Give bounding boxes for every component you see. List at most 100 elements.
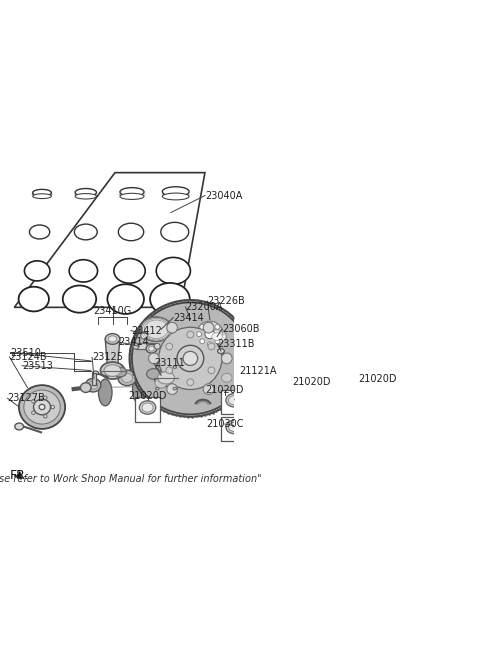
Polygon shape: [14, 173, 205, 307]
Ellipse shape: [166, 343, 173, 350]
Ellipse shape: [130, 300, 251, 417]
Bar: [221, 390, 247, 415]
Polygon shape: [105, 339, 120, 371]
Ellipse shape: [162, 187, 189, 196]
Ellipse shape: [177, 346, 204, 372]
Ellipse shape: [313, 386, 325, 395]
Ellipse shape: [168, 378, 183, 405]
Ellipse shape: [162, 193, 189, 200]
Text: 23226B: 23226B: [207, 296, 245, 306]
Ellipse shape: [208, 330, 227, 344]
Ellipse shape: [120, 193, 144, 200]
Bar: [307, 380, 332, 405]
Text: 21020D: 21020D: [205, 385, 244, 395]
Text: 23040A: 23040A: [205, 191, 242, 200]
Ellipse shape: [150, 283, 190, 315]
Bar: [370, 378, 395, 402]
Ellipse shape: [44, 415, 47, 418]
Ellipse shape: [203, 384, 214, 394]
Ellipse shape: [33, 194, 51, 198]
Ellipse shape: [159, 327, 222, 390]
Ellipse shape: [187, 379, 194, 386]
Text: 23414: 23414: [118, 337, 149, 347]
Ellipse shape: [218, 332, 223, 336]
Text: 23414: 23414: [173, 313, 204, 323]
Ellipse shape: [146, 344, 157, 353]
Ellipse shape: [69, 260, 97, 282]
Text: 21020D: 21020D: [128, 392, 167, 401]
Ellipse shape: [203, 323, 214, 333]
Text: 21121A: 21121A: [239, 365, 276, 376]
Ellipse shape: [208, 343, 215, 350]
Ellipse shape: [156, 366, 159, 369]
Ellipse shape: [24, 261, 50, 281]
Text: 23060B: 23060B: [222, 324, 260, 334]
Bar: [135, 397, 160, 422]
Text: 23311B: 23311B: [217, 339, 254, 349]
Ellipse shape: [215, 339, 220, 344]
Text: 21020D: 21020D: [293, 376, 331, 387]
Ellipse shape: [81, 383, 91, 392]
Text: 21020D: 21020D: [358, 374, 397, 384]
Ellipse shape: [33, 189, 51, 196]
Ellipse shape: [44, 396, 47, 399]
Ellipse shape: [114, 259, 145, 283]
Ellipse shape: [63, 286, 96, 313]
Ellipse shape: [108, 284, 144, 314]
Ellipse shape: [155, 378, 168, 388]
Ellipse shape: [105, 334, 120, 344]
Ellipse shape: [85, 378, 101, 392]
Ellipse shape: [221, 353, 232, 364]
Bar: [92, 373, 96, 384]
Ellipse shape: [166, 367, 173, 374]
Bar: [136, 344, 157, 349]
Ellipse shape: [148, 353, 159, 364]
Ellipse shape: [183, 366, 197, 375]
Ellipse shape: [108, 336, 117, 342]
Ellipse shape: [141, 317, 172, 342]
Ellipse shape: [19, 286, 49, 311]
Ellipse shape: [93, 371, 98, 375]
Ellipse shape: [24, 390, 60, 424]
Text: 23510: 23510: [11, 348, 41, 357]
Ellipse shape: [148, 346, 155, 351]
Ellipse shape: [374, 381, 391, 395]
Ellipse shape: [119, 223, 144, 240]
Ellipse shape: [15, 423, 24, 430]
Text: FR.: FR.: [10, 468, 29, 482]
Ellipse shape: [51, 405, 54, 409]
Ellipse shape: [167, 323, 178, 333]
Ellipse shape: [29, 225, 50, 239]
Ellipse shape: [98, 379, 112, 406]
Ellipse shape: [155, 344, 160, 349]
Ellipse shape: [156, 388, 159, 390]
Ellipse shape: [75, 194, 96, 199]
Ellipse shape: [208, 367, 215, 374]
Ellipse shape: [120, 188, 144, 196]
Ellipse shape: [203, 376, 216, 401]
Ellipse shape: [217, 349, 224, 353]
Ellipse shape: [190, 375, 201, 385]
Text: 23412: 23412: [131, 326, 162, 336]
Ellipse shape: [157, 372, 175, 384]
Ellipse shape: [75, 189, 96, 196]
Ellipse shape: [34, 399, 50, 415]
Ellipse shape: [226, 420, 242, 434]
Ellipse shape: [240, 381, 244, 384]
Ellipse shape: [113, 367, 127, 377]
Ellipse shape: [218, 371, 236, 385]
Ellipse shape: [142, 403, 153, 412]
Ellipse shape: [183, 351, 198, 365]
Ellipse shape: [141, 332, 147, 339]
Ellipse shape: [200, 325, 204, 329]
Ellipse shape: [88, 381, 98, 389]
Ellipse shape: [311, 384, 327, 397]
Ellipse shape: [185, 372, 205, 388]
Text: 23111: 23111: [154, 358, 185, 369]
Text: 23124B: 23124B: [10, 352, 47, 362]
Text: 23127B: 23127B: [8, 394, 45, 403]
Text: "Please refer to Work Shop Manual for further information": "Please refer to Work Shop Manual for fu…: [0, 474, 261, 484]
Ellipse shape: [39, 404, 45, 410]
Ellipse shape: [32, 411, 35, 415]
Ellipse shape: [207, 342, 212, 347]
